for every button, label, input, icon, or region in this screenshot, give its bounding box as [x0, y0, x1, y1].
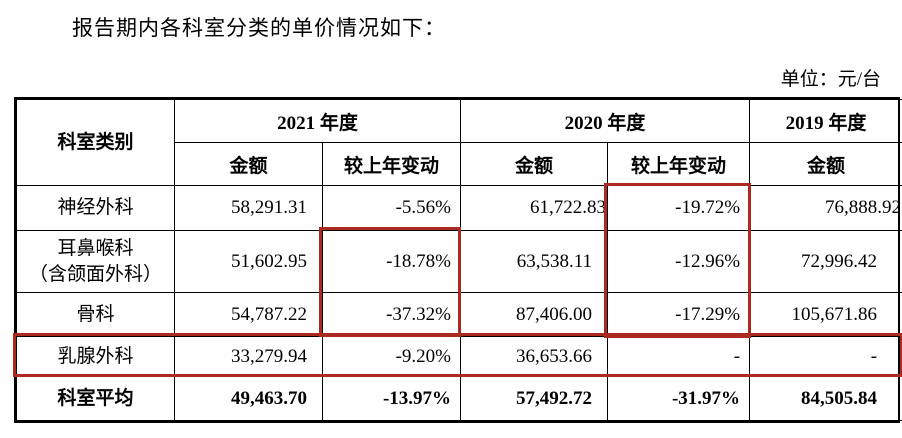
cell-amount-2020: 57,492.72: [460, 376, 609, 421]
cell-change-2021: -13.97%: [321, 376, 462, 421]
price-table: 科室类别 2021 年度 2020 年度 2019 年度 金额 较上年变动 金额…: [13, 97, 902, 423]
row-label: 乳腺外科: [16, 336, 175, 377]
subheader-amount-2020: 金额: [460, 142, 609, 186]
cell-amount-2021: 49,463.70: [174, 376, 323, 421]
row-label-line2: （含颌面外科）: [28, 263, 162, 285]
subheader-change-2020: 较上年变动: [607, 142, 751, 186]
cell-change-2020: -19.72%: [607, 185, 751, 231]
cell-amount-2021: 33,279.94: [174, 336, 323, 377]
cell-change-2021: -9.20%: [321, 336, 462, 377]
cell-amount-2019: -: [749, 336, 902, 377]
cell-amount-2019: 105,671.86: [749, 292, 902, 337]
cell-amount-2021: 51,602.95: [174, 230, 323, 293]
cell-amount-2019: 84,505.84: [749, 376, 902, 421]
row-label: 科室平均: [16, 376, 175, 421]
table-row-average: 科室平均 49,463.70 -13.97% 57,492.72 -31.97%…: [16, 376, 902, 421]
cell-amount-2020: 87,406.00: [460, 292, 609, 337]
subheader-change-2021: 较上年变动: [321, 142, 462, 186]
page-title: 报告期内各科室分类的单价情况如下：: [72, 16, 446, 40]
subheader-amount-2019: 金额: [749, 142, 902, 186]
cell-amount-2019: 76,888.92: [749, 185, 902, 231]
cell-amount-2020: 63,538.11: [460, 230, 609, 293]
cell-amount-2019: 72,996.42: [749, 230, 902, 293]
unit-label: 单位：元/台: [780, 69, 881, 90]
table-row: 骨科 54,787.22 -37.32% 87,406.00 -17.29% 1…: [16, 292, 902, 337]
corner-header: 科室类别: [16, 99, 175, 186]
year-header-2019: 2019 年度: [749, 99, 902, 143]
cell-change-2020: -: [607, 336, 751, 377]
cell-amount-2021: 58,291.31: [174, 185, 323, 231]
year-header-2021: 2021 年度: [173, 99, 462, 143]
cell-change-2021: -5.56%: [321, 185, 462, 231]
subheader-amount-2021: 金额: [174, 142, 323, 186]
year-header-2020: 2020 年度: [460, 99, 751, 143]
row-label: 骨科: [16, 292, 175, 337]
row-label: 神经外科: [16, 185, 175, 231]
table-header-sub: 金额 较上年变动 金额 较上年变动 金额: [17, 142, 902, 186]
table-row: 乳腺外科 33,279.94 -9.20% 36,653.66 - -: [16, 336, 902, 377]
row-label-line1: 耳鼻喉科: [57, 237, 134, 259]
table-row: 耳鼻喉科 （含颌面外科） 51,602.95 -18.78% 63,538.11…: [16, 230, 902, 293]
cell-amount-2020: 36,653.66: [460, 336, 609, 377]
cell-change-2021: -18.78%: [321, 230, 462, 293]
table-row: 神经外科 58,291.31 -5.56% 61,722.83 -19.72% …: [16, 185, 902, 231]
cell-change-2021: -37.32%: [321, 292, 462, 337]
department-price-table: 科室类别 2021 年度 2020 年度 2019 年度 金额 较上年变动 金额…: [16, 99, 902, 421]
table-header-years: 科室类别 2021 年度 2020 年度 2019 年度: [16, 99, 902, 186]
cell-change-2020: -12.96%: [607, 230, 751, 293]
cell-amount-2020: 61,722.83: [460, 185, 609, 231]
cell-change-2020: -31.97%: [607, 376, 751, 421]
cell-change-2020: -17.29%: [607, 292, 751, 337]
row-label: 耳鼻喉科 （含颌面外科）: [16, 230, 175, 293]
cell-amount-2021: 54,787.22: [174, 292, 323, 337]
